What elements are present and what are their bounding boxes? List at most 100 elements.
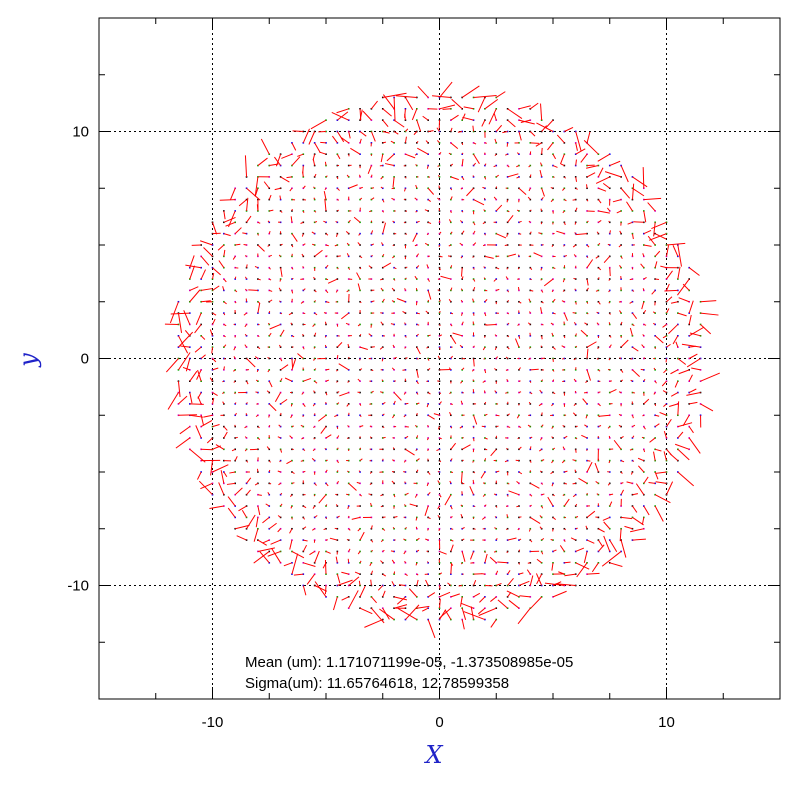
- displacement-vector: [386, 153, 395, 162]
- displacement-vector: [257, 303, 261, 314]
- data-point: [245, 312, 248, 314]
- displacement-vector: [641, 301, 645, 310]
- displacement-vector: [560, 163, 565, 167]
- displacement-vector: [348, 267, 351, 270]
- data-point: [416, 516, 418, 519]
- displacement-vector: [427, 414, 435, 420]
- displacement-vector: [368, 493, 372, 496]
- displacement-vector: [551, 426, 554, 429]
- displacement-vector: [335, 504, 338, 507]
- data-point: [257, 459, 259, 462]
- data-point: [336, 198, 339, 201]
- displacement-vector: [369, 210, 372, 213]
- data-point: [540, 425, 543, 428]
- displacement-vector: [325, 264, 329, 269]
- displacement-vector: [473, 142, 477, 145]
- displacement-vector: [254, 482, 259, 486]
- displacement-vector: [669, 403, 678, 407]
- data-point: [540, 493, 543, 496]
- displacement-vector: [189, 289, 201, 303]
- displacement-vector: [262, 517, 270, 524]
- displacement-vector: [233, 380, 236, 383]
- displacement-vector: [381, 358, 384, 362]
- displacement-vector: [324, 585, 327, 595]
- displacement-vector: [494, 368, 497, 371]
- displacement-vector: [246, 215, 252, 223]
- displacement-vector: [528, 358, 531, 360]
- displacement-vector: [469, 551, 475, 560]
- data-point: [654, 278, 656, 280]
- displacement-vector: [414, 197, 418, 200]
- displacement-vector: [324, 344, 327, 348]
- data-point: [302, 573, 305, 575]
- displacement-vector: [267, 356, 270, 359]
- data-point: [211, 232, 214, 235]
- displacement-vector: [586, 244, 590, 248]
- displacement-vector: [450, 127, 453, 132]
- data-point: [268, 516, 271, 519]
- displacement-vector: [541, 335, 543, 340]
- displacement-vector: [184, 330, 191, 337]
- displacement-vector: [540, 345, 543, 348]
- displacement-vector: [494, 390, 497, 393]
- displacement-vector: [688, 353, 698, 359]
- displacement-vector: [257, 505, 261, 516]
- displacement-vector: [666, 245, 670, 257]
- data-point: [189, 346, 191, 348]
- displacement-vector: [359, 197, 363, 200]
- data-point: [427, 448, 429, 451]
- data-point: [450, 459, 452, 462]
- displacement-vector: [439, 550, 447, 555]
- data-point: [574, 346, 577, 348]
- displacement-vector: [392, 220, 395, 223]
- data-point: [416, 369, 418, 371]
- displacement-vector: [618, 391, 622, 394]
- displacement-vector: [325, 244, 329, 247]
- displacement-vector: [460, 471, 463, 484]
- data-point: [268, 232, 271, 235]
- displacement-vector: [313, 437, 316, 440]
- displacement-vector: [562, 278, 565, 283]
- displacement-vector: [686, 358, 701, 368]
- displacement-vector: [277, 528, 281, 533]
- displacement-vector: [269, 289, 273, 292]
- data-point: [586, 369, 588, 371]
- data-point: [461, 312, 463, 314]
- displacement-vector: [450, 114, 459, 121]
- displacement-vector: [199, 240, 213, 246]
- displacement-vector: [619, 357, 622, 359]
- displacement-vector: [484, 299, 488, 303]
- displacement-vector: [392, 527, 395, 530]
- data-point: [450, 550, 452, 553]
- displacement-vector: [450, 563, 452, 575]
- displacement-vector: [575, 503, 578, 507]
- displacement-vector: [222, 286, 225, 291]
- data-point: [336, 153, 339, 155]
- displacement-vector: [223, 426, 228, 431]
- data-point: [427, 539, 429, 541]
- displacement-vector: [564, 561, 571, 564]
- displacement-vector: [359, 131, 367, 137]
- displacement-vector: [428, 334, 431, 337]
- displacement-vector: [325, 290, 329, 294]
- displacement-vector: [416, 358, 419, 360]
- data-point: [336, 323, 339, 326]
- displacement-vector: [541, 493, 545, 496]
- displacement-vector: [597, 167, 604, 178]
- displacement-vector: [402, 311, 406, 314]
- displacement-vector: [280, 378, 283, 382]
- displacement-vector: [575, 131, 582, 152]
- displacement-vector: [575, 516, 579, 518]
- displacement-vector: [262, 539, 270, 544]
- displacement-vector: [562, 210, 565, 214]
- data-point: [427, 516, 429, 519]
- displacement-vector: [450, 505, 453, 510]
- displacement-vector: [477, 607, 486, 615]
- data-point: [540, 346, 543, 348]
- displacement-vector: [496, 233, 507, 239]
- displacement-vector: [518, 187, 527, 196]
- data-point: [325, 425, 327, 428]
- displacement-vector: [528, 188, 531, 192]
- displacement-vector: [493, 165, 497, 168]
- displacement-vector: [551, 483, 554, 487]
